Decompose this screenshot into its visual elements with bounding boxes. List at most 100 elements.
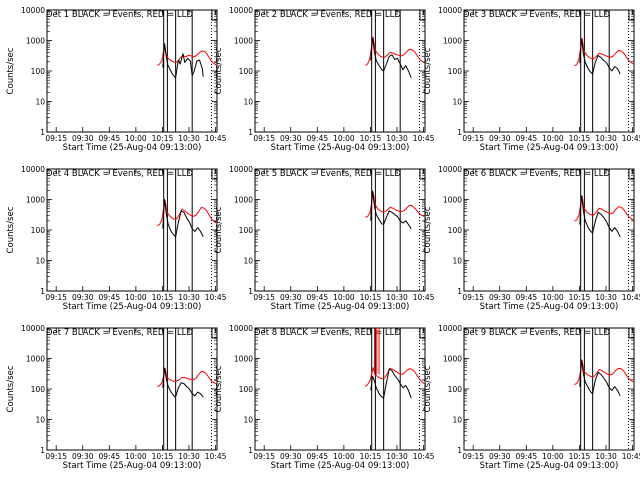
x-tick-label: 09:30	[72, 452, 94, 461]
y-tick-label: 1000	[26, 196, 45, 205]
x-tick-label: 10:45	[205, 452, 227, 461]
y-tick-label: 1000	[26, 355, 45, 364]
series-events-black	[370, 190, 412, 229]
series-events-black	[162, 199, 204, 238]
plot-frame	[46, 168, 218, 292]
x-tick-label: 09:15	[253, 293, 275, 302]
series-events-black	[579, 38, 621, 75]
x-tick-label: 09:30	[489, 134, 511, 143]
plot-frame	[463, 9, 635, 133]
y-axis-label: Counts/sec	[423, 365, 433, 412]
x-tick-label: 10:45	[622, 134, 640, 143]
x-tick-label: 09:30	[280, 293, 302, 302]
x-tick-label: 09:15	[253, 134, 275, 143]
x-tick-label: 10:00	[333, 452, 355, 461]
x-tick-label: 09:30	[489, 452, 511, 461]
x-axis-label: Start Time (25-Aug-04 09:13:00)	[480, 143, 619, 153]
x-tick-label: 09:45	[516, 134, 538, 143]
x-tick-label: 09:15	[45, 293, 67, 302]
y-tick-label: 100	[31, 385, 46, 394]
x-tick-label: 10:45	[413, 452, 435, 461]
y-tick-label: 10	[452, 416, 462, 425]
y-tick-label: 100	[239, 385, 254, 394]
x-tick-label: 09:30	[280, 452, 302, 461]
y-tick-label: 10	[243, 98, 253, 107]
y-tick-label: 1	[40, 287, 45, 296]
plot-area	[365, 10, 425, 132]
y-tick-label: 1000	[443, 37, 462, 46]
y-tick-label: 1	[457, 287, 462, 296]
x-axis-label: Start Time (25-Aug-04 09:13:00)	[63, 302, 202, 312]
y-tick-label: 100	[31, 226, 46, 235]
plot-frame	[254, 168, 426, 292]
plot-frame	[254, 327, 426, 451]
y-tick-label: 10	[35, 416, 45, 425]
x-tick-label: 10:15	[152, 452, 174, 461]
x-axis-label: Start Time (25-Aug-04 09:13:00)	[271, 143, 410, 153]
y-tick-label: 10	[243, 416, 253, 425]
x-tick-label: 09:15	[45, 134, 67, 143]
y-tick-label: 10000	[229, 324, 253, 333]
x-tick-label: 09:30	[72, 293, 94, 302]
y-tick-label: 100	[239, 67, 254, 76]
y-axis-label: Counts/sec	[6, 365, 16, 412]
y-tick-label: 10	[243, 257, 253, 266]
y-tick-label: 1000	[443, 355, 462, 364]
y-tick-label: 10000	[21, 165, 45, 174]
y-tick-label: 1000	[443, 196, 462, 205]
y-axis-label: Counts/sec	[214, 47, 224, 94]
plot-frame	[46, 327, 218, 451]
bracket-marker	[211, 169, 217, 180]
x-tick-label: 09:15	[253, 452, 275, 461]
y-tick-label: 1000	[26, 37, 45, 46]
x-tick-label: 10:15	[152, 134, 174, 143]
x-tick-label: 10:00	[125, 293, 147, 302]
x-tick-label: 10:00	[542, 134, 564, 143]
x-tick-label: 10:30	[178, 452, 200, 461]
y-tick-label: 1000	[234, 196, 253, 205]
x-tick-label: 10:00	[333, 293, 355, 302]
chart-title: Det 1 BLACK = Events, RED = LLD	[46, 10, 193, 20]
plot-area	[574, 328, 634, 450]
x-tick-label: 09:30	[489, 293, 511, 302]
x-axis-label: Start Time (25-Aug-04 09:13:00)	[271, 302, 410, 312]
plot-frame	[254, 9, 426, 133]
x-tick-label: 10:30	[178, 134, 200, 143]
y-tick-label: 1	[248, 446, 253, 455]
x-tick-label: 10:30	[595, 134, 617, 143]
bracket-marker	[419, 328, 425, 339]
y-tick-label: 10000	[438, 6, 462, 15]
x-tick-label: 09:15	[462, 452, 484, 461]
y-tick-label: 10000	[438, 324, 462, 333]
chart-panel-6: Det 6 BLACK = Events, RED = LLD 1 10 100 100…	[423, 165, 640, 312]
chart-panel-7: Det 7 BLACK = Events, RED = LLD 1 10 100 100…	[6, 324, 227, 471]
y-tick-label: 10000	[438, 165, 462, 174]
x-tick-label: 09:45	[516, 452, 538, 461]
plot-frame	[463, 327, 635, 451]
y-tick-label: 10000	[21, 6, 45, 15]
y-tick-label: 10	[35, 257, 45, 266]
bracket-marker	[628, 328, 634, 339]
y-tick-label: 1	[248, 128, 253, 137]
plot-area	[157, 10, 217, 132]
chart-panel-8: Det 8 BLACK = Events, RED = LLD 1 10 100 100…	[214, 324, 435, 471]
chart-title: Det 2 BLACK = Events, RED = LLD	[254, 10, 401, 20]
chart-panel-2: Det 2 BLACK = Events, RED = LLD 1 10 100 100…	[214, 6, 435, 153]
y-axis-label: Counts/sec	[6, 47, 16, 94]
x-tick-label: 10:00	[542, 452, 564, 461]
x-tick-label: 10:45	[413, 134, 435, 143]
x-axis-label: Start Time (25-Aug-04 09:13:00)	[480, 302, 619, 312]
x-tick-label: 10:45	[205, 293, 227, 302]
chart-title: Det 7 BLACK = Events, RED = LLD	[46, 328, 193, 338]
y-tick-label: 10000	[21, 324, 45, 333]
chart-title: Det 6 BLACK = Events, RED = LLD	[463, 169, 610, 179]
x-tick-label: 10:15	[569, 452, 591, 461]
series-events-black	[370, 368, 412, 399]
bracket-marker	[628, 169, 634, 180]
chart-title: Det 3 BLACK = Events, RED = LLD	[463, 10, 610, 20]
x-tick-label: 09:45	[307, 134, 329, 143]
y-tick-label: 1	[457, 446, 462, 455]
x-axis-label: Start Time (25-Aug-04 09:13:00)	[480, 461, 619, 471]
x-tick-label: 09:45	[307, 452, 329, 461]
series-events-black	[162, 367, 204, 398]
